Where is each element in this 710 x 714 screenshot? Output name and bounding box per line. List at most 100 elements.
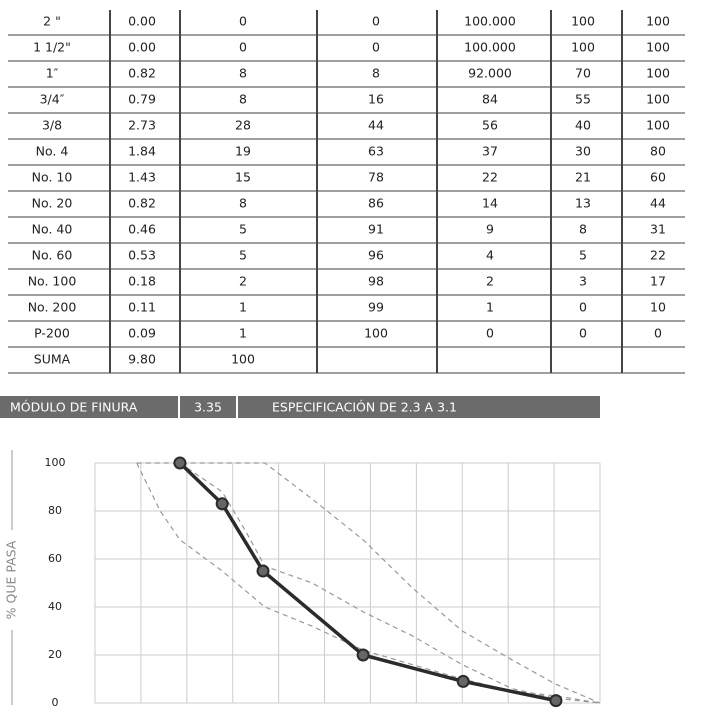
table-cell: 8 [579,222,587,237]
table-cell: 86 [368,196,384,211]
table-cell: 3/4″ [40,92,65,107]
table-cell: 19 [235,144,251,159]
point-marker [456,674,470,688]
table-cell: 9.80 [128,352,156,367]
table-cell: 2 [239,274,247,289]
table-cell: 9 [486,222,494,237]
table-cell: 100 [646,14,670,29]
table-cell: No. 10 [32,170,73,185]
table-cell: No. 4 [36,144,69,159]
table-cell: 40 [575,118,591,133]
table-cell: 1.43 [128,170,156,185]
table-cell: 0 [372,14,380,29]
fineness-cell [238,396,600,418]
table-cell: 60 [650,170,666,185]
table-cell: 70 [575,66,591,81]
table-cell: 100.000 [464,40,516,55]
table-cell: 96 [368,248,384,263]
table-cell: 80 [650,144,666,159]
table-cell: 1″ [46,66,59,81]
table-cell: 21 [575,170,591,185]
table-cell: 0.82 [128,196,156,211]
table-cell: 2.73 [128,118,156,133]
fineness-spec: ESPECIFICACIÓN DE 2.3 A 3.1 [272,400,457,415]
table-cell: 100 [571,14,595,29]
table-cell: No. 200 [28,300,77,315]
table-cell: 0.00 [128,14,156,29]
table-cell: 99 [368,300,384,315]
table-cell: 0 [579,326,587,341]
fineness-cell [0,396,178,418]
table-cell: 100.000 [464,14,516,29]
spec-line [136,462,601,704]
table-cell: 44 [368,118,384,133]
table-cell: 2 [486,274,494,289]
table-cell: 0.46 [128,222,156,237]
table-cell: 92.000 [468,66,512,81]
table-cell: 100 [364,326,388,341]
table-cell: 30 [575,144,591,159]
y-tick-label: 20 [48,648,62,661]
table-cell: 0.11 [128,300,156,315]
table-cell: 0 [579,300,587,315]
table-cell: 3 [579,274,587,289]
y-axis-label: % QUE PASA [4,540,19,619]
point-marker [215,497,229,511]
table-cell: 1 [486,300,494,315]
table-cell: 3/8 [42,118,62,133]
y-tick-label: 60 [48,552,62,565]
table-cell: 0.82 [128,66,156,81]
y-tick-label: 40 [48,600,62,613]
spec-line [179,462,601,704]
fineness-cell [180,396,236,418]
table-cell: 0.09 [128,326,156,341]
table-cell: 8 [239,66,247,81]
table-cell: 78 [368,170,384,185]
point-marker [549,694,563,708]
table-cell: 8 [239,196,247,211]
table-cell: 28 [235,118,251,133]
table-cell: 1 [239,300,247,315]
table-cell: 91 [368,222,384,237]
table-cell: 0.18 [128,274,156,289]
table-cell: 31 [650,222,666,237]
table-cell: 0 [239,14,247,29]
table-cell: 100 [646,40,670,55]
table-cell: 5 [579,248,587,263]
table-cell: 100 [646,92,670,107]
table-cell: 16 [368,92,384,107]
point-marker [356,648,370,662]
table-cell: 55 [575,92,591,107]
y-tick-label: 80 [48,504,62,517]
table-cell: 22 [650,248,666,263]
table-cell: 5 [239,248,247,263]
table-cell: 22 [482,170,498,185]
table-cell: 100 [646,118,670,133]
table-cell: 15 [235,170,251,185]
table-cell: 0 [372,40,380,55]
table-cell: 8 [372,66,380,81]
table-cell: No. 40 [32,222,73,237]
table-cell: 17 [650,274,666,289]
spec-line [136,462,601,704]
table-cell: 0.53 [128,248,156,263]
table-cell: 1.84 [128,144,156,159]
table-cell: 8 [239,92,247,107]
table-cell: No. 100 [28,274,77,289]
grading-line [178,461,557,703]
y-tick-label: 0 [52,696,59,709]
table-cell: 63 [368,144,384,159]
fineness-value: 3.35 [194,400,222,415]
table-cell: P-200 [34,326,70,341]
table-cell: 100 [571,40,595,55]
point-marker [256,564,270,578]
table-cell: 14 [482,196,498,211]
table-cell: 100 [231,352,255,367]
table-cell: SUMA [34,352,71,367]
fineness-label: MÓDULO DE FINURA [10,400,138,415]
table-cell: 1 1/2" [33,40,71,55]
table-cell: 0.79 [128,92,156,107]
table-cell: 84 [482,92,498,107]
